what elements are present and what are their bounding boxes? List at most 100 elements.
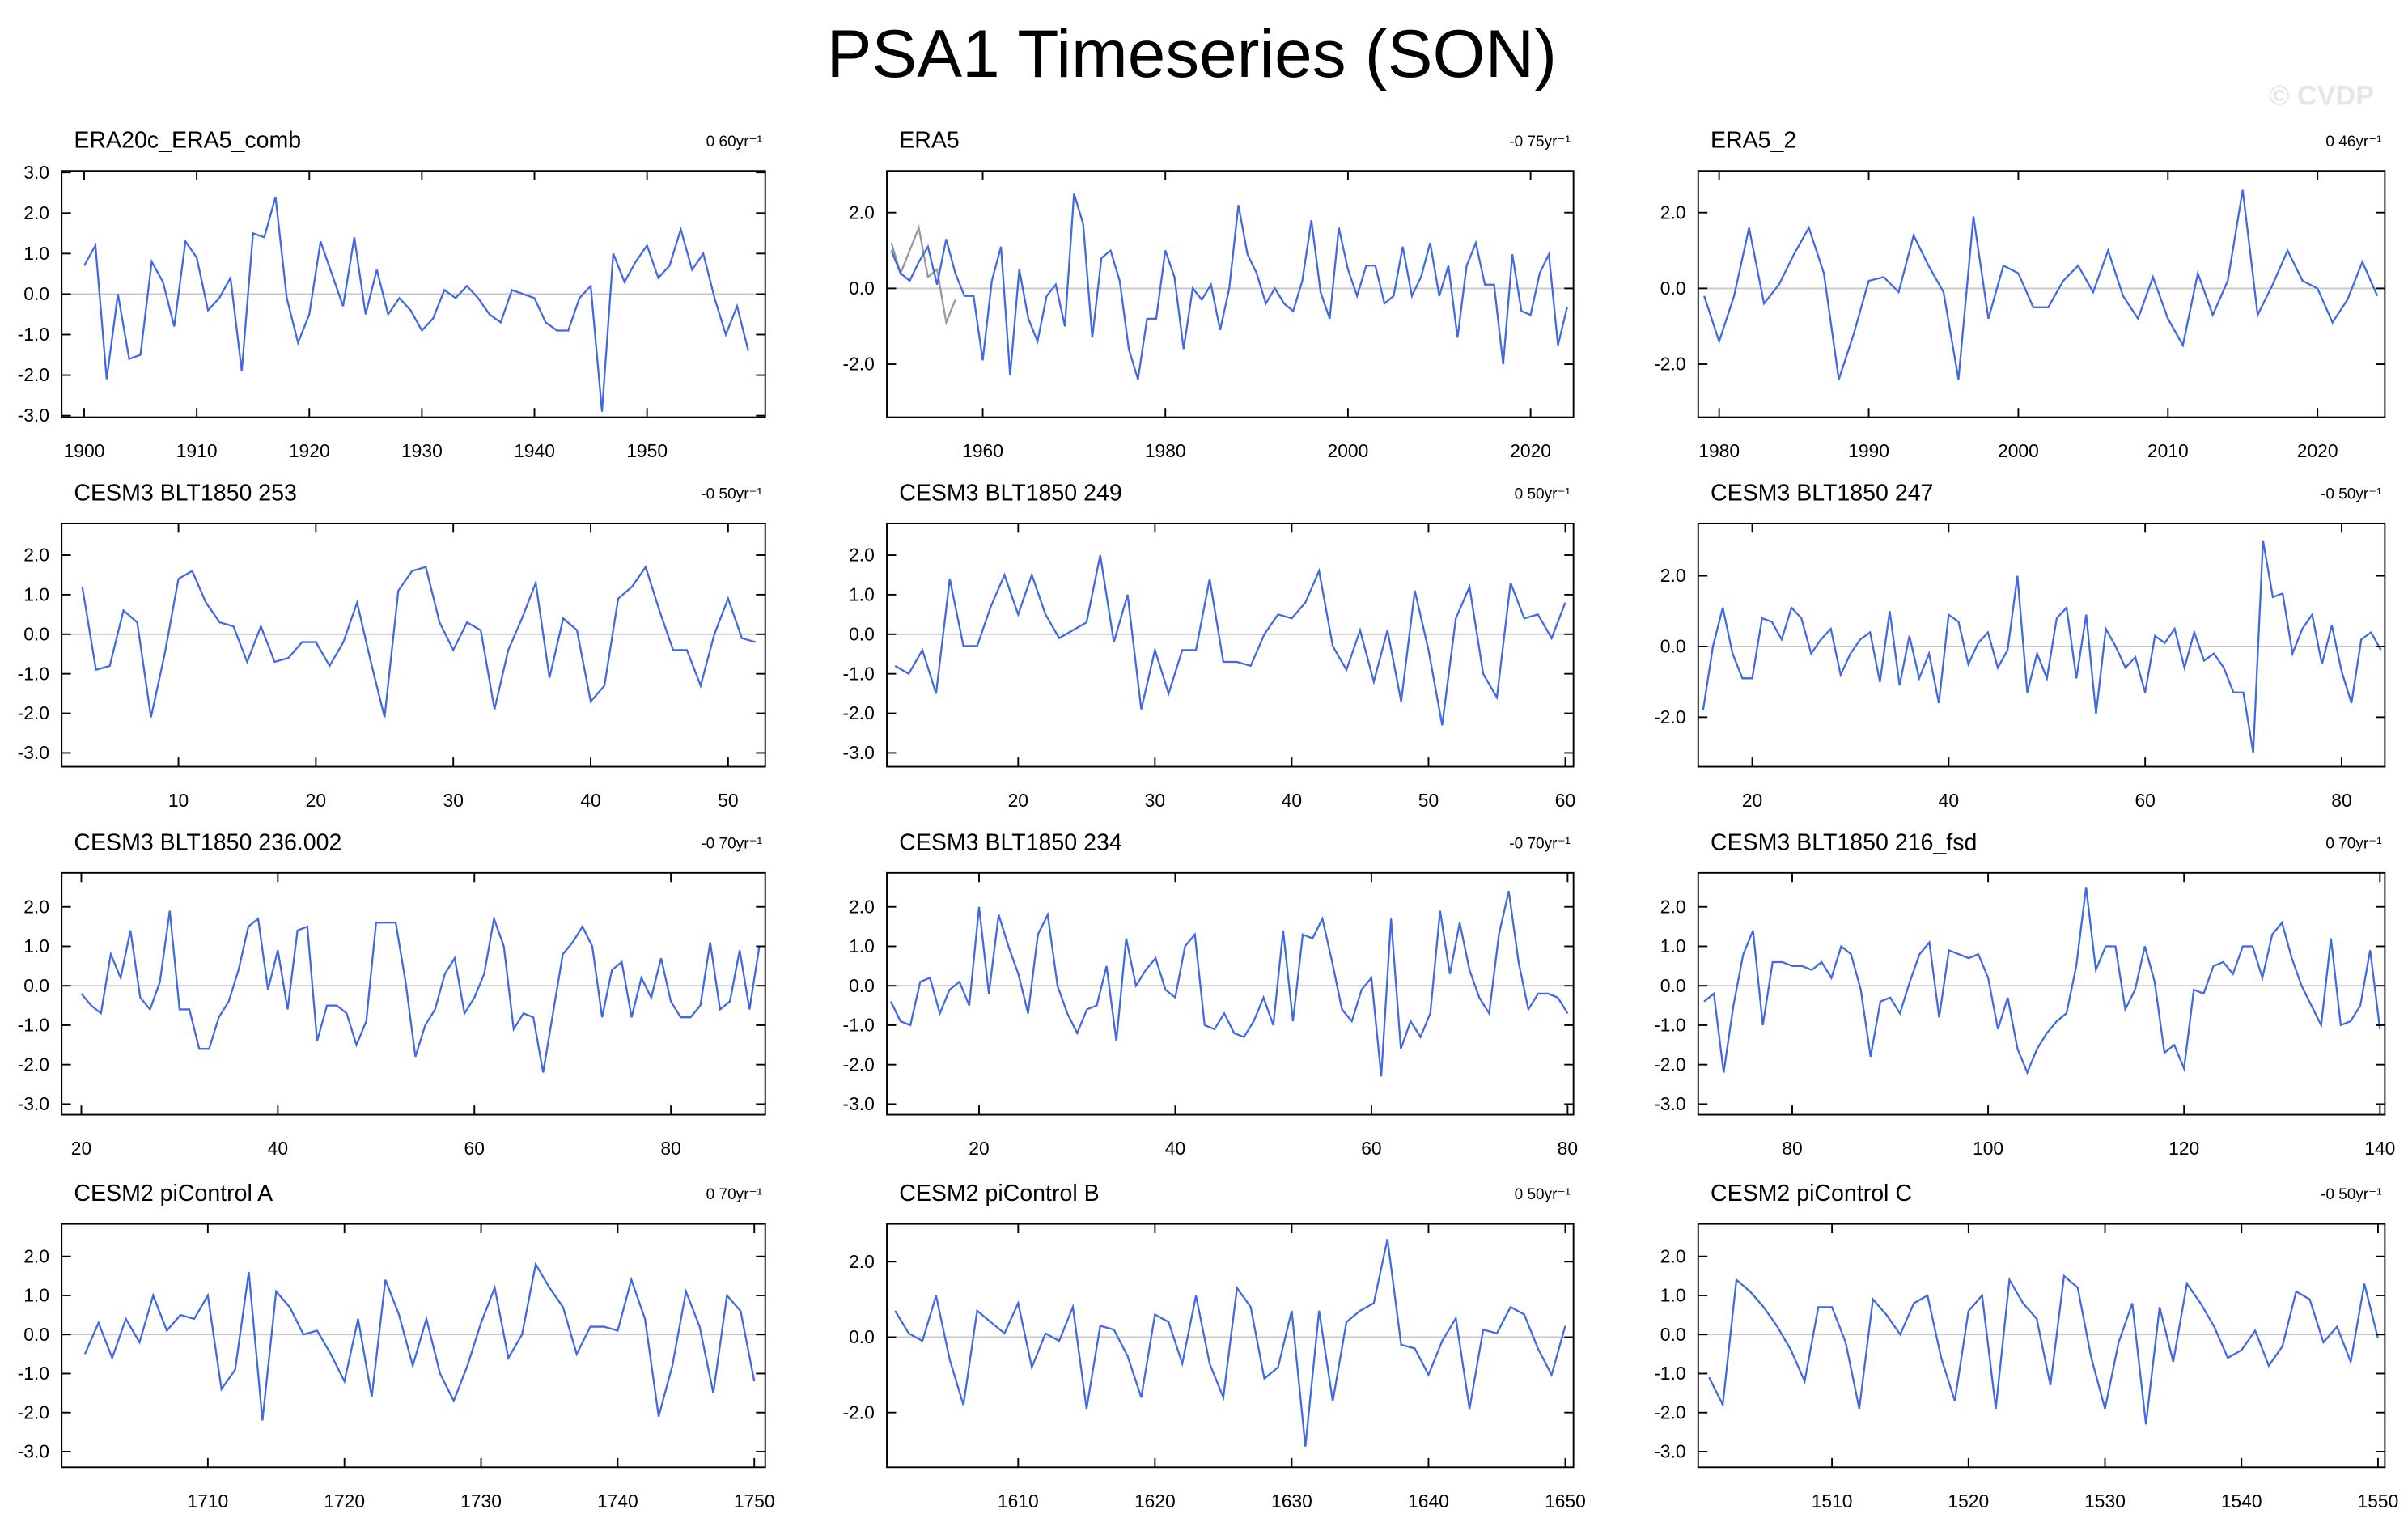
panel-title: CESM3 BLT1850 236.002 — [74, 829, 341, 855]
panel-title: CESM2 piControl B — [899, 1181, 1099, 1206]
plot-frame — [1697, 871, 2386, 1116]
plot-frame — [1697, 170, 2386, 418]
x-tick-label: 60 — [1361, 1138, 1381, 1159]
series-line — [81, 565, 757, 718]
trend-label: -0 70yr⁻¹ — [701, 835, 762, 852]
x-tick-label: 30 — [1145, 790, 1165, 811]
x-tick-label: 140 — [2364, 1138, 2395, 1159]
plot-frame — [886, 170, 1575, 418]
y-tick-label: 2.0 — [849, 896, 875, 917]
x-tick-label: 2000 — [1328, 440, 1369, 461]
y-tick-label: -2.0 — [842, 1054, 874, 1075]
trend-label: 0 50yr⁻¹ — [1515, 486, 1571, 502]
trend-label: 0 70yr⁻¹ — [2325, 835, 2381, 852]
y-tick-label: -1.0 — [1654, 1363, 1685, 1384]
x-tick-label: 40 — [580, 790, 600, 811]
y-tick-label: 1.0 — [1660, 935, 1686, 956]
y-tick-label: 2.0 — [23, 896, 49, 917]
x-tick-label: 50 — [1418, 790, 1439, 811]
x-tick-label: 1620 — [1134, 1490, 1176, 1512]
y-tick-label: -2.0 — [18, 364, 49, 385]
y-tick-label: -2.0 — [842, 354, 874, 375]
x-tick-label: 1920 — [289, 440, 330, 461]
x-tick-label: 1540 — [2221, 1490, 2262, 1512]
y-tick-label: -1.0 — [18, 1363, 49, 1384]
x-tick-label: 80 — [1782, 1138, 1802, 1159]
y-tick-label: 1.0 — [23, 1285, 49, 1306]
x-tick-label: 2010 — [2147, 440, 2189, 461]
y-tick-label: -3.0 — [842, 742, 874, 763]
y-tick-label: 1.0 — [1660, 1285, 1686, 1306]
y-tick-label: 2.0 — [23, 202, 49, 223]
x-tick-label: 20 — [1008, 790, 1028, 811]
y-tick-label: -3.0 — [842, 1093, 874, 1114]
x-tick-label: 120 — [2168, 1138, 2199, 1159]
x-tick-label: 80 — [2331, 790, 2351, 811]
y-tick-label: -3.0 — [18, 1441, 49, 1462]
x-tick-label: 20 — [71, 1138, 91, 1159]
y-tick-label: -2.0 — [1654, 1054, 1685, 1075]
x-tick-label: 100 — [1973, 1138, 2003, 1159]
panel-title: CESM3 BLT1850 234 — [899, 829, 1122, 855]
y-tick-label: -3.0 — [18, 405, 49, 426]
series-line — [83, 196, 749, 412]
y-tick-label: 2.0 — [1660, 565, 1686, 586]
series-line — [894, 1239, 1566, 1447]
y-tick-label: 1.0 — [23, 584, 49, 605]
panel-title: CESM3 BLT1850 249 — [899, 480, 1121, 506]
plot-frame — [886, 871, 1575, 1116]
y-tick-label: -2.0 — [842, 702, 874, 723]
y-tick-label: -1.0 — [842, 1015, 874, 1036]
trend-label: 0 70yr⁻¹ — [706, 1186, 762, 1203]
x-tick-label: 1610 — [998, 1490, 1039, 1512]
series-line — [1703, 887, 2381, 1075]
y-tick-label: 2.0 — [849, 545, 875, 566]
x-tick-label: 1990 — [1848, 440, 1889, 461]
y-tick-label: 0.0 — [1660, 278, 1686, 299]
y-tick-label: 2.0 — [849, 1251, 875, 1272]
series-line — [890, 193, 1568, 380]
watermark: © CVDP — [2269, 80, 2374, 111]
x-tick-label: 1750 — [734, 1490, 775, 1512]
x-tick-label: 1910 — [176, 440, 218, 461]
y-tick-label: 2.0 — [1660, 896, 1686, 917]
y-tick-label: 1.0 — [23, 935, 49, 956]
x-tick-label: 1530 — [2084, 1490, 2126, 1512]
x-tick-label: 1550 — [2358, 1490, 2399, 1512]
y-tick-label: 2.0 — [23, 545, 49, 566]
y-tick-label: 0.0 — [849, 1326, 875, 1347]
trend-label: -0 50yr⁻¹ — [2321, 1186, 2382, 1203]
y-tick-label: 1.0 — [849, 935, 875, 956]
x-tick-label: 1640 — [1408, 1490, 1449, 1512]
y-tick-label: -1.0 — [1654, 1015, 1685, 1036]
plot-frame — [61, 522, 766, 768]
plot-frame — [1697, 522, 2386, 768]
x-tick-label: 1940 — [514, 440, 555, 461]
y-tick-label: -3.0 — [1654, 1093, 1685, 1114]
series-line — [890, 224, 956, 326]
x-tick-label: 1510 — [1812, 1490, 1853, 1512]
x-tick-label: 40 — [1939, 790, 1959, 811]
series-line — [1708, 1274, 2380, 1425]
y-tick-label: -2.0 — [18, 702, 49, 723]
x-tick-label: 10 — [168, 790, 189, 811]
plot-frame — [886, 522, 1575, 768]
x-tick-label: 30 — [443, 790, 464, 811]
y-tick-label: -1.0 — [18, 663, 49, 684]
y-tick-label: 0.0 — [23, 283, 49, 304]
panel-title: CESM2 piControl A — [74, 1181, 273, 1206]
x-tick-label: 1650 — [1545, 1490, 1586, 1512]
x-tick-label: 1740 — [597, 1490, 638, 1512]
trend-label: -0 50yr⁻¹ — [2321, 486, 2382, 502]
y-tick-label: -1.0 — [18, 324, 49, 345]
x-tick-label: 60 — [1555, 790, 1575, 811]
panel-title: ERA5_2 — [1711, 128, 1796, 154]
y-tick-label: 0.0 — [23, 1324, 49, 1345]
series-line — [1702, 540, 2382, 753]
series-line — [83, 1261, 756, 1421]
x-tick-label: 20 — [306, 790, 326, 811]
x-tick-label: 80 — [1558, 1138, 1578, 1159]
y-tick-label: 1.0 — [23, 243, 49, 264]
y-tick-label: -2.0 — [1654, 706, 1685, 727]
